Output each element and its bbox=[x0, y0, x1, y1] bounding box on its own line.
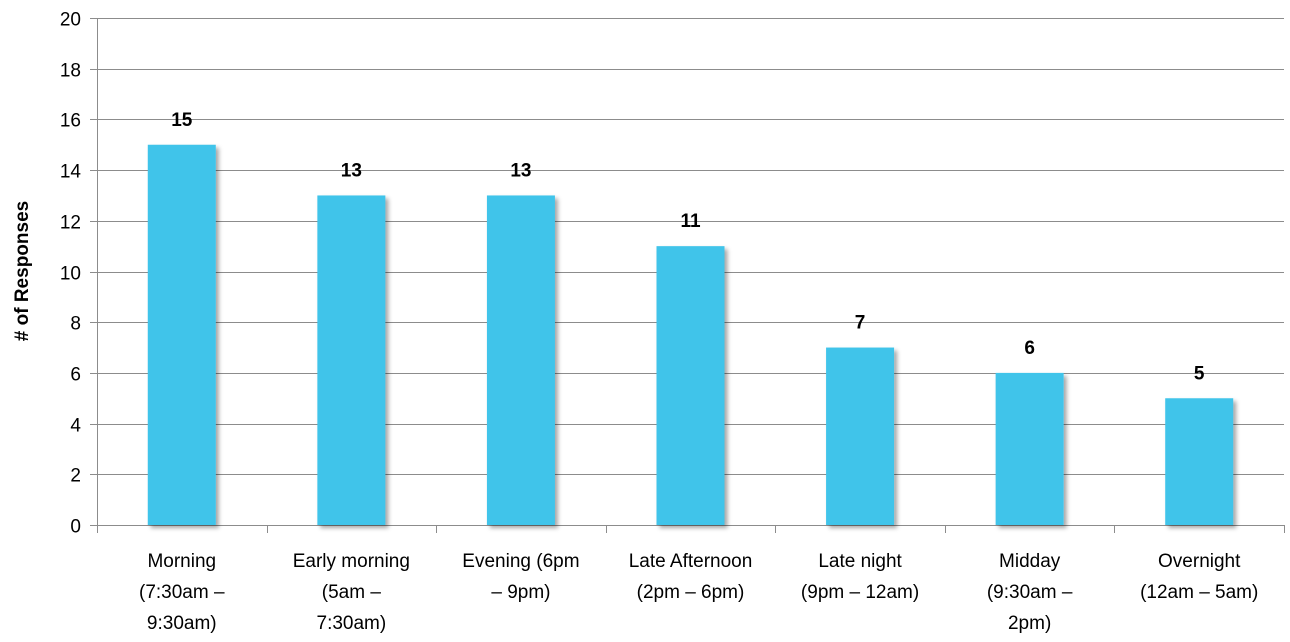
y-tick-label: 0 bbox=[70, 517, 81, 538]
axes bbox=[90, 18, 1285, 533]
x-category-label: Early morning (5am –7:30am) bbox=[293, 551, 410, 634]
data-label: 5 bbox=[1194, 363, 1205, 384]
y-tick-label: 16 bbox=[60, 111, 81, 132]
data-label: 13 bbox=[341, 160, 362, 181]
data-label: 15 bbox=[171, 110, 193, 131]
bar bbox=[826, 347, 895, 525]
x-category-label: Morning (7:30am –9:30am) bbox=[139, 551, 225, 634]
x-category-label: Overnight (12am – 5am) bbox=[1140, 551, 1258, 603]
y-tick-label: 20 bbox=[60, 10, 81, 31]
bar bbox=[656, 246, 725, 525]
data-label: 7 bbox=[855, 313, 866, 334]
y-tick-label: 10 bbox=[60, 264, 81, 285]
y-tick-label: 6 bbox=[70, 365, 81, 386]
x-category-label: Late night (9pm – 12am) bbox=[801, 551, 919, 603]
x-category-label: Late Afternoon (2pm – 6pm) bbox=[629, 551, 753, 603]
data-label: 11 bbox=[680, 211, 701, 232]
bar bbox=[317, 195, 386, 525]
x-category-label: Evening (6pm – 9pm) bbox=[462, 551, 579, 603]
bar bbox=[995, 372, 1064, 525]
bar bbox=[486, 195, 555, 525]
y-tick-label: 12 bbox=[60, 213, 81, 234]
y-tick-label: 18 bbox=[60, 61, 81, 82]
data-label: 6 bbox=[1024, 338, 1035, 359]
y-tick-label: 8 bbox=[70, 314, 81, 335]
y-tick-label: 4 bbox=[70, 416, 81, 437]
y-axis-title: # of Responses bbox=[12, 201, 33, 341]
y-tick-label: 14 bbox=[60, 162, 82, 183]
bar bbox=[1165, 398, 1234, 525]
labels: 0 2 4 6 8 10 12 14 16 18 20 15 Morning (7:30am –9:30a… bbox=[60, 10, 1258, 635]
x-category-label: Midday (9:30am –2pm) bbox=[987, 551, 1073, 634]
y-tick-label: 2 bbox=[70, 466, 81, 487]
bars bbox=[147, 144, 1234, 525]
bar bbox=[147, 144, 216, 525]
data-label: 13 bbox=[510, 160, 531, 181]
